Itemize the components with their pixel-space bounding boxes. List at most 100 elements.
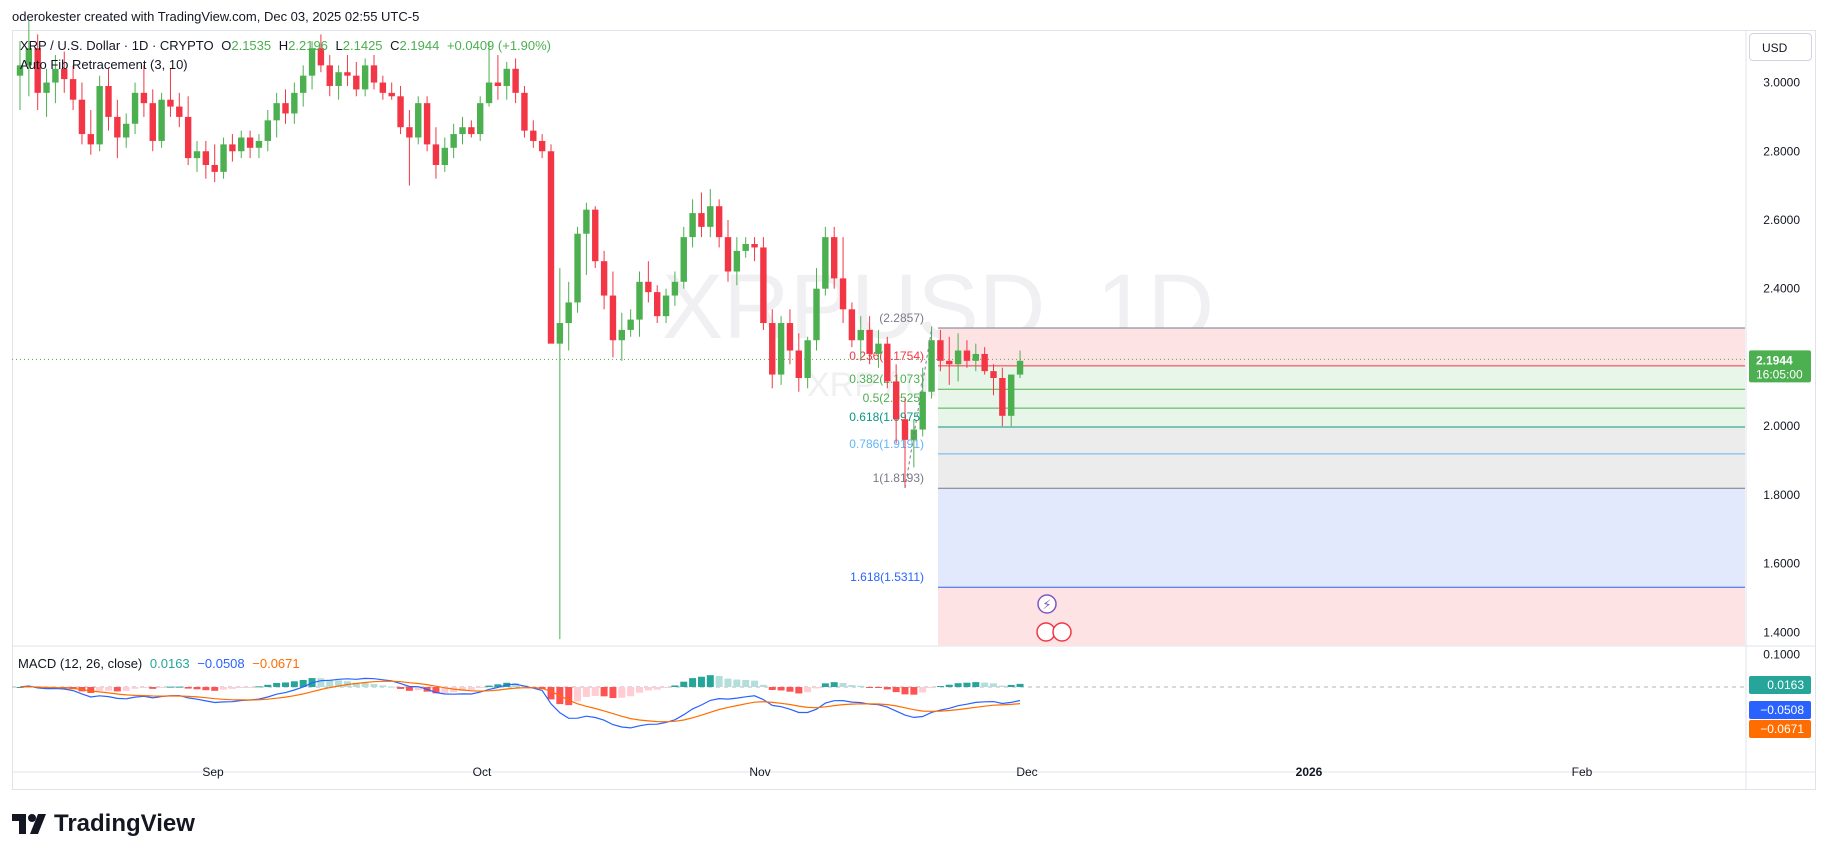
candle-body xyxy=(627,319,634,330)
candle-body xyxy=(556,323,564,344)
macd-histogram-bar xyxy=(733,679,741,687)
candle-body xyxy=(415,103,422,138)
macd-histogram-bar xyxy=(414,687,422,691)
close-label: C xyxy=(390,38,400,53)
macd-histogram-bar xyxy=(954,683,962,687)
fib-level-label: 0.618(1.9975) xyxy=(849,410,924,424)
macd-value-badge-label: −0.0508 xyxy=(1760,703,1804,717)
macd-histogram-bar xyxy=(299,679,307,687)
candle-body xyxy=(69,79,77,100)
macd-value-badge-label: 0.0163 xyxy=(1767,678,1804,692)
candle-body xyxy=(937,340,944,361)
macd-histogram-bar xyxy=(928,687,936,689)
macd-histogram-bar xyxy=(883,687,891,690)
candle-body xyxy=(804,340,811,379)
candle-body xyxy=(388,92,395,97)
macd-title[interactable]: MACD (12, 26, close) xyxy=(18,656,143,671)
candle-body xyxy=(857,329,864,341)
candle-body xyxy=(919,391,926,430)
macd-histogram-bar xyxy=(255,686,263,688)
candle-body xyxy=(43,82,50,93)
macd-histogram-bar xyxy=(574,687,582,702)
candle-body xyxy=(848,309,856,341)
macd-histogram-bar xyxy=(777,687,785,691)
candle-body xyxy=(61,68,68,80)
candle-body xyxy=(875,343,882,354)
candle-body xyxy=(1016,360,1024,375)
candle-body xyxy=(910,429,918,440)
candle-body xyxy=(291,92,298,114)
macd-histogram-bar xyxy=(264,684,272,687)
macd-histogram-bar xyxy=(352,682,360,687)
time-axis-tick: Oct xyxy=(473,765,492,779)
macd-histogram-bar xyxy=(211,687,219,691)
candle-body xyxy=(211,164,218,172)
macd-histogram-bar xyxy=(397,687,405,689)
macd-histogram-bar xyxy=(485,685,493,687)
macd-histogram-bar xyxy=(379,685,387,687)
currency-button[interactable]: USD xyxy=(1749,33,1812,61)
macd-histogram-bar xyxy=(662,687,670,688)
macd-histogram-bar xyxy=(370,684,378,687)
macd-histogram-bar xyxy=(87,687,95,693)
candle-body xyxy=(547,151,555,344)
macd-histogram-bar xyxy=(786,687,794,692)
macd-histogram-bar xyxy=(715,676,723,687)
candle-body xyxy=(459,127,466,135)
macd-histogram-bar xyxy=(228,687,236,689)
candle-body xyxy=(954,350,962,365)
candle-body xyxy=(707,206,714,227)
price-axis-tick: 2.0000 xyxy=(1763,419,1800,433)
candle-body xyxy=(361,65,369,90)
fib-zone-0236-0618 xyxy=(938,365,1745,427)
candle-body xyxy=(654,292,661,317)
fib-indicator-label[interactable]: Auto Fib Retracement (3, 10) xyxy=(20,57,188,72)
macd-histogram-bar xyxy=(96,687,104,691)
candle-body xyxy=(131,92,139,124)
macd-histogram-bar xyxy=(618,687,626,698)
macd-histogram-bar xyxy=(1016,683,1024,687)
macd-histogram-bar xyxy=(237,687,245,688)
macd-histogram-bar xyxy=(193,687,201,690)
candle-body xyxy=(813,288,820,341)
candle-body xyxy=(184,116,192,159)
candle-body xyxy=(477,103,484,135)
macd-histogram-bar xyxy=(936,686,944,688)
candle-body xyxy=(485,82,493,104)
candle-body xyxy=(370,65,378,83)
macd-histogram-bar xyxy=(140,687,148,688)
candle-body xyxy=(494,82,502,86)
indicator-legend[interactable]: Auto Fib Retracement (3, 10) xyxy=(20,57,192,72)
candle-body xyxy=(149,103,156,141)
macd-value-badge xyxy=(1749,701,1811,719)
macd-histogram-bar xyxy=(998,685,1006,687)
candle-body xyxy=(928,340,935,392)
macd-legend[interactable]: MACD (12, 26, close) 0.0163 −0.0508 −0.0… xyxy=(18,656,304,671)
macd-histogram-bar xyxy=(432,687,440,694)
price-axis-tick: 1.6000 xyxy=(1763,557,1800,571)
macd-histogram-bar xyxy=(361,682,369,687)
candle-body xyxy=(353,75,360,90)
candle-body xyxy=(34,48,41,93)
candle-body xyxy=(831,237,838,279)
last-price-value: 2.1944 xyxy=(1756,353,1793,367)
candle-body xyxy=(574,233,581,303)
candle-body xyxy=(600,261,608,296)
candle-body xyxy=(963,350,971,361)
macd-histogram-bar xyxy=(1007,684,1015,687)
candle-body xyxy=(972,353,979,361)
candle-body xyxy=(733,250,741,272)
macd-histogram-bar xyxy=(131,687,139,689)
macd-histogram-bar xyxy=(16,687,24,688)
candle-body xyxy=(839,278,847,310)
candle-body xyxy=(123,123,130,138)
macd-histogram-bar xyxy=(547,687,555,700)
tradingview-logo[interactable]: TradingView xyxy=(12,810,195,838)
candle-body xyxy=(140,92,148,104)
chart-frame[interactable] xyxy=(12,30,1816,790)
time-axis-tick: Sep xyxy=(202,765,224,779)
price-axis-tick: 2.8000 xyxy=(1763,144,1800,158)
candle-body xyxy=(423,103,431,145)
macd-histogram-bar xyxy=(105,687,112,691)
